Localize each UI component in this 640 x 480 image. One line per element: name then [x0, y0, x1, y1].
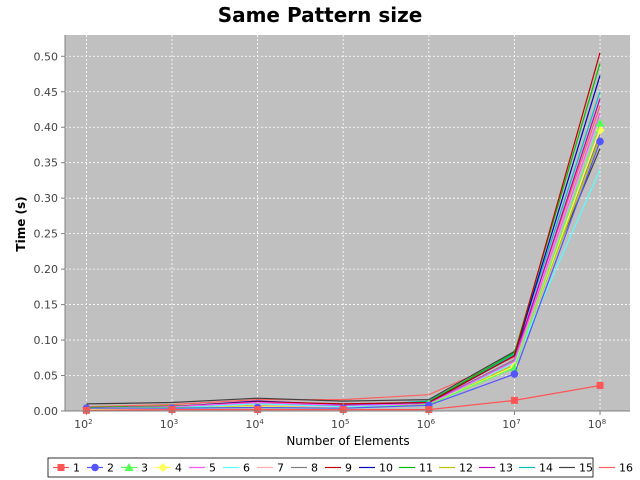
data-point-1 [254, 406, 262, 414]
plot-background [65, 35, 630, 411]
chart-title: Same Pattern size [217, 3, 423, 27]
legend-label: 10 [379, 462, 393, 475]
legend-item-3: 3 [121, 462, 148, 475]
y-tick-label: 0.40 [34, 121, 59, 134]
legend-item-11: 11 [399, 462, 433, 475]
x-tick-label: 102 [74, 418, 92, 431]
x-axis-title: Number of Elements [286, 434, 409, 448]
plot-area [65, 35, 630, 414]
legend-label: 7 [277, 462, 284, 475]
data-point-1 [339, 406, 347, 414]
axes: 0.00 0.05 0.10 0.15 0.20 0.25 0.30 0.35 0.40 0.45… [34, 35, 630, 431]
legend: 1 2 3 4 5 6 7 8 9 10 11 12 13 14 15 16 [47, 457, 633, 478]
y-tick-label: 0.20 [34, 263, 59, 276]
legend-item-16: 16 [599, 462, 633, 475]
series-1 [82, 381, 604, 414]
y-tick-label: 0.35 [34, 157, 59, 170]
legend-item-8: 8 [291, 462, 318, 475]
legend-marker [124, 463, 134, 471]
data-point-3 [595, 118, 605, 127]
x-tick-label: 108 [588, 418, 606, 431]
x-tick-label: 105 [331, 418, 349, 431]
legend-label: 9 [345, 462, 352, 475]
legend-label: 11 [419, 462, 433, 475]
legend-item-4: 4 [155, 462, 182, 475]
legend-item-9: 9 [325, 462, 352, 475]
legend-label: 3 [141, 462, 148, 475]
data-point-2 [596, 137, 604, 146]
y-tick-label: 0.30 [34, 192, 59, 205]
legend-label: 6 [243, 462, 250, 475]
x-tick-label: 103 [160, 418, 178, 431]
data-point-1 [596, 381, 604, 389]
legend-label: 1 [73, 462, 80, 475]
x-tick-label: 104 [245, 418, 264, 431]
legend-item-15: 15 [559, 462, 593, 475]
y-tick-label: 0.05 [34, 370, 59, 383]
y-tick-label: 0.50 [34, 50, 59, 63]
legend-label: 4 [175, 462, 182, 475]
legend-label: 14 [539, 462, 553, 475]
x-tick-label: 107 [502, 418, 520, 431]
legend-label: 16 [619, 462, 633, 475]
legend-marker [91, 463, 99, 472]
legend-box [47, 457, 594, 478]
y-tick-label: 0.45 [34, 86, 59, 99]
x-tick-label: 106 [417, 418, 436, 431]
y-axis-title: Time (s) [14, 196, 28, 251]
legend-item-12: 12 [439, 462, 473, 475]
legend-item-10: 10 [359, 462, 393, 475]
legend-item-14: 14 [519, 462, 553, 475]
legend-item-7: 7 [257, 462, 284, 475]
data-point-1 [82, 406, 90, 414]
y-tick-label: 0.25 [34, 228, 59, 241]
legend-item-5: 5 [189, 462, 216, 475]
y-tick-label: 0.10 [34, 334, 59, 347]
legend-label: 5 [209, 462, 216, 475]
y-tick-label: 0.15 [34, 299, 59, 312]
legend-item-13: 13 [479, 462, 513, 475]
data-point-1 [510, 396, 518, 404]
legend-item-6: 6 [223, 462, 250, 475]
y-tick-label: 0.00 [34, 405, 59, 418]
data-point-1 [425, 406, 433, 414]
legend-item-2: 2 [87, 462, 114, 475]
data-point-1 [168, 406, 176, 414]
legend-item-1: 1 [53, 462, 80, 475]
legend-label: 15 [579, 462, 593, 475]
legend-label: 12 [459, 462, 473, 475]
legend-label: 8 [311, 462, 318, 475]
legend-label: 13 [499, 462, 513, 475]
legend-label: 2 [107, 462, 114, 475]
data-point-2 [510, 370, 519, 378]
legend-marker [57, 464, 65, 471]
legend-marker [158, 463, 168, 472]
